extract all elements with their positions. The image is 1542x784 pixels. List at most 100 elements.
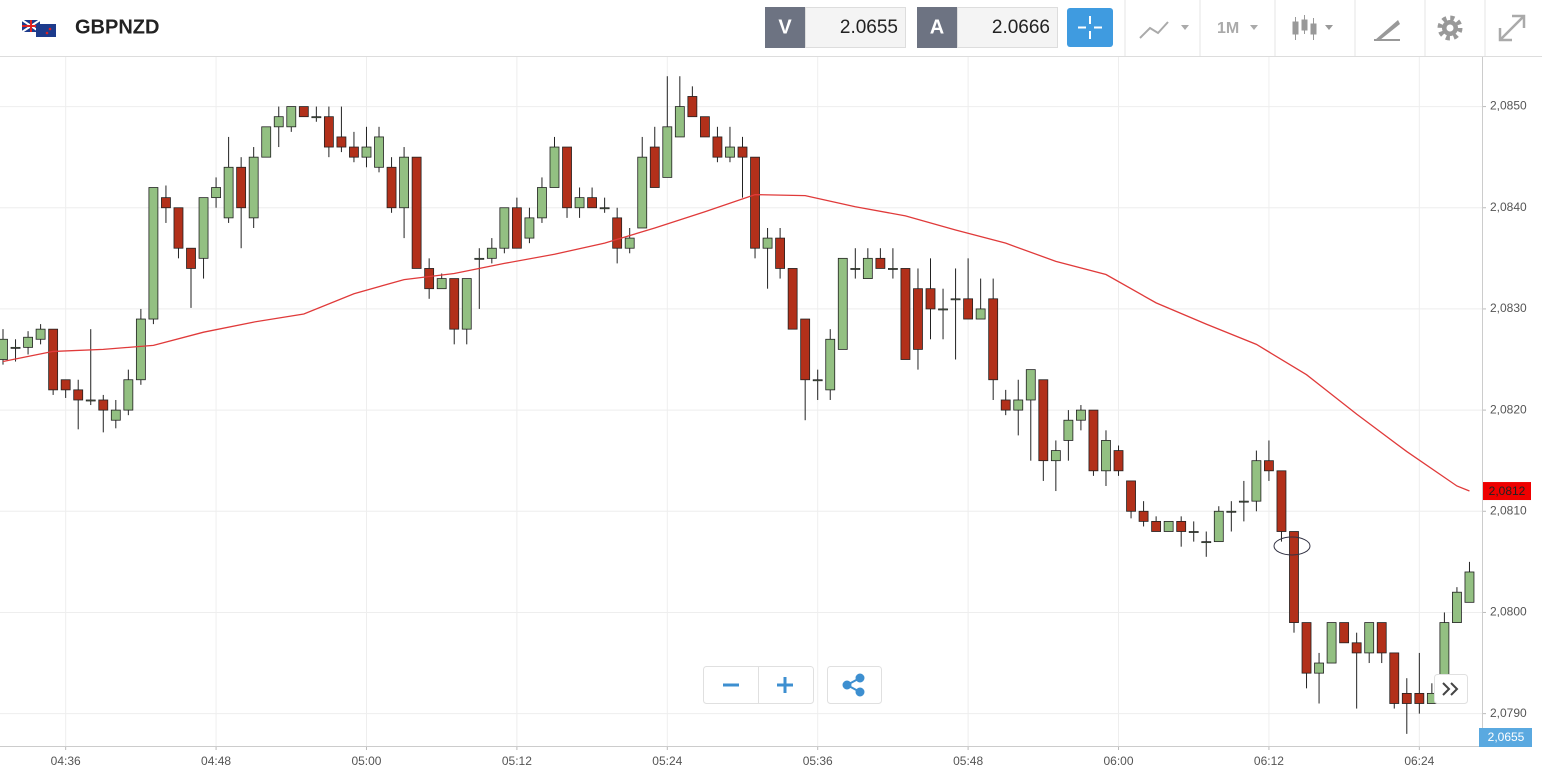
bid-marker-label: 2,0655 [1488,730,1525,744]
x-tick-label: 05:36 [803,754,833,768]
candle-body [1238,500,1249,503]
x-tick-label: 05:24 [652,754,682,768]
candle-body [461,278,472,330]
candle-body [1038,379,1049,462]
candle-body [737,146,748,158]
x-tick-label: 05:48 [953,754,983,768]
timeframe-button[interactable]: 1M [1217,20,1258,37]
candle-body [587,197,597,209]
candle-body [35,328,46,340]
candle-body [248,156,259,219]
candle-body [110,409,121,421]
bid-box[interactable] [805,7,906,48]
candle-body [1025,369,1036,401]
moving-average-line [2,193,1470,492]
candle-body [436,278,447,290]
candle-body [574,197,585,209]
candle-body [198,197,209,259]
candle-body [900,268,911,360]
candle-body [1376,622,1387,654]
chart-type-button[interactable] [1139,21,1189,39]
separators [1124,0,1486,56]
y-tick-label: 2,0820 [1490,402,1527,416]
candle-body [1314,662,1324,674]
candle-body [135,318,146,381]
fullscreen-button[interactable] [1498,14,1526,42]
candle-body [637,156,648,229]
scroll-right-button[interactable] [1434,674,1468,704]
candle-body [1276,470,1287,532]
candle-body [73,389,84,401]
symbol: GBPNZD [75,16,159,38]
candle-body [1063,419,1074,441]
ask-box[interactable] [957,7,1058,48]
candle-body [374,136,384,168]
candle-body [825,338,836,391]
candle-body [938,308,948,311]
settings-button[interactable] [1437,15,1463,41]
candle-body [1188,531,1199,533]
candle-body [474,257,485,260]
candle-body [862,257,873,279]
y-tick-label: 2,0850 [1490,99,1527,113]
candle-body [787,268,798,330]
candle-body [261,126,272,158]
candle-body [173,207,184,249]
candle-body [599,207,610,210]
candle-body [699,116,710,138]
candle-body [674,106,685,138]
draw-tool-button[interactable] [1374,20,1400,41]
candle-body [323,116,334,148]
candle-style-button[interactable] [1292,15,1333,40]
candle-body [1126,480,1136,512]
candle-body [286,106,297,128]
candle-body [1401,692,1412,704]
candle-body [336,136,347,148]
candle-body [549,146,560,188]
candle-body [85,399,96,402]
bid-tag: V [778,16,792,38]
candle-body [223,166,234,219]
candle-body [1464,571,1475,603]
candle-body [148,187,159,320]
candle-body [311,116,322,119]
zoom-controls [703,666,882,704]
candle-body [236,166,247,209]
crosshair-button[interactable] [1067,8,1113,47]
x-tick-label: 04:48 [201,754,231,768]
candle-body [888,268,898,270]
share-button[interactable] [842,673,865,697]
candle-body [1351,642,1362,654]
candle-body [449,278,460,330]
candle-body [1326,622,1337,664]
candle-body [48,328,59,391]
x-tick-label: 06:00 [1104,754,1134,768]
candle-body [1264,460,1274,472]
candle-body [499,207,510,249]
candle-body [1226,510,1237,513]
candle-body [712,136,723,158]
bid-price: 2.0655 [840,17,898,38]
candle-body [60,379,71,391]
candle-body [1138,510,1149,522]
zoom-in-button[interactable] [777,677,793,693]
x-tick-label: 06:24 [1404,754,1434,768]
candle-body [349,146,359,158]
candle-body [1176,520,1187,532]
marker-ellipse [1273,536,1311,556]
candle-body [424,268,435,290]
candle-body [10,346,21,349]
candle-body [913,288,923,350]
candle-body [123,379,134,411]
candle-body [211,187,221,199]
price-marker-label: 2,0812 [1489,484,1526,498]
y-tick-label: 2,0800 [1490,605,1527,619]
candle-body [875,257,886,269]
candle-body [988,298,999,381]
bid-tag-box [765,7,805,48]
y-tick-label: 2,0830 [1490,301,1527,315]
timeframe: 1M [1217,20,1239,37]
candle-body [1201,541,1212,544]
x-tick-label: 05:12 [502,754,532,768]
ask-price: 2.0666 [992,17,1050,38]
